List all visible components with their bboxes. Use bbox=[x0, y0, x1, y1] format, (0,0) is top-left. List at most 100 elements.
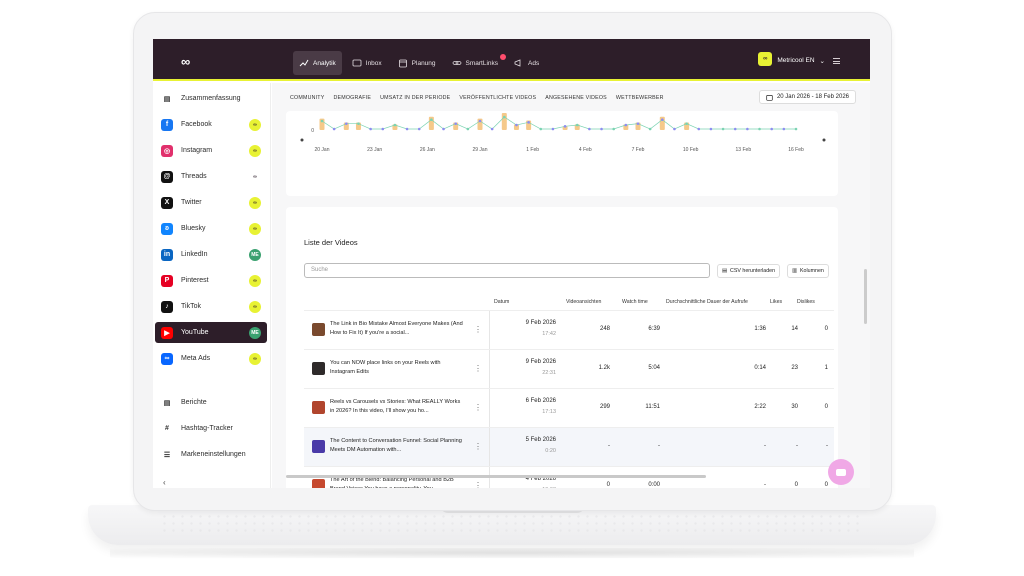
sidebar-item-label: LinkedIn bbox=[181, 251, 208, 258]
plan-badge: ME bbox=[249, 249, 261, 261]
chevron-down-icon: ⌄ bbox=[819, 57, 825, 65]
subtab-1[interactable]: DEMOGRAFIE bbox=[333, 95, 372, 101]
watch-time-cell: 6:39 bbox=[648, 326, 660, 332]
top-bar: ∞ Analytik Inbox Planung SmartLinks Ad bbox=[153, 39, 870, 81]
chart-point bbox=[393, 123, 397, 127]
collapse-sidebar-icon[interactable]: ‹ bbox=[163, 478, 166, 487]
video-title[interactable]: Reels vs Carousels vs Stories: What REAL… bbox=[330, 399, 461, 414]
avg-duration-cell: - bbox=[764, 482, 766, 488]
sidebar-item-zusammenfassung[interactable]: ▤ Zusammenfassung bbox=[155, 88, 267, 109]
subtab-0[interactable]: COMMUNITY bbox=[290, 95, 325, 101]
subtab-3[interactable]: VERÖFFENTLICHTE VIDEOS bbox=[459, 95, 537, 101]
chart-icon bbox=[299, 59, 309, 67]
header-watch-time[interactable]: Watch time bbox=[622, 299, 648, 305]
sidebar-item-hashtag-tracker[interactable]: # Hashtag-Tracker bbox=[155, 418, 267, 439]
table-row[interactable]: The Art of the Blend: Balancing Personal… bbox=[304, 466, 834, 488]
nav-label: Ads bbox=[528, 59, 540, 67]
horizontal-scrollbar[interactable] bbox=[286, 475, 706, 478]
sidebar-item-linkedin[interactable]: in LinkedIn ME bbox=[155, 244, 267, 265]
nav-planung[interactable]: Planung bbox=[392, 51, 442, 75]
hashtag-icon: # bbox=[165, 425, 169, 432]
sidebar-item-pinterest[interactable]: P Pinterest ∞ bbox=[155, 270, 267, 291]
chart-point bbox=[357, 122, 360, 125]
header-dislikes[interactable]: Dislikes bbox=[797, 299, 815, 305]
account-label: Metricool EN bbox=[777, 57, 815, 64]
metricool-logo[interactable]: ∞ bbox=[181, 54, 190, 69]
views-cell: 0 bbox=[606, 482, 610, 488]
dislikes-cell: - bbox=[826, 443, 828, 449]
sidebar-item-twitter[interactable]: X Twitter ∞ bbox=[155, 192, 267, 213]
sidebar-item-instagram[interactable]: ◎ Instagram ∞ bbox=[155, 140, 267, 161]
app-screen: ∞ Analytik Inbox Planung SmartLinks Ad bbox=[153, 39, 870, 488]
video-title[interactable]: The Art of the Blend: Balancing Personal… bbox=[330, 477, 454, 488]
video-date: 9 Feb 2026 bbox=[525, 320, 556, 326]
video-thumbnail[interactable] bbox=[312, 440, 325, 453]
file-icon: ▤ bbox=[722, 268, 728, 274]
plan-badge: ∞ bbox=[249, 353, 261, 365]
video-thumbnail[interactable] bbox=[312, 362, 325, 375]
video-title[interactable]: You can NOW place links on your Reels wi… bbox=[330, 360, 441, 375]
columns-button[interactable]: ▥ Kolumnen bbox=[787, 264, 829, 278]
table-row[interactable]: The Link in Bio Mistake Almost Everyone … bbox=[304, 310, 834, 350]
chart-point bbox=[661, 118, 664, 121]
nav-ads[interactable]: Ads bbox=[508, 51, 545, 75]
chart-bar bbox=[513, 124, 519, 130]
chart-point bbox=[575, 123, 579, 127]
video-title[interactable]: The Link in Bio Mistake Almost Everyone … bbox=[330, 321, 463, 336]
subtab-2[interactable]: UMSATZ IN DER PERIODE bbox=[380, 95, 451, 101]
video-thumbnail[interactable] bbox=[312, 401, 325, 414]
header-avg-duration[interactable]: Durchschnittliche Dauer der Aufrufe bbox=[666, 299, 748, 305]
video-time: 17:13 bbox=[542, 409, 556, 415]
video-thumbnail[interactable] bbox=[312, 323, 325, 336]
plan-badge: ∞ bbox=[253, 174, 257, 180]
subtab-5[interactable]: WETTBEWERBER bbox=[615, 95, 664, 101]
header-views[interactable]: Videoansichten bbox=[566, 299, 602, 305]
sidebar-item-bluesky[interactable]: ʚ Bluesky ∞ bbox=[155, 218, 267, 239]
more-options-icon[interactable]: ⋮ bbox=[474, 364, 482, 373]
main-nav: Analytik Inbox Planung SmartLinks Ads bbox=[293, 51, 545, 75]
chart-point bbox=[490, 127, 494, 131]
columns-icon: ▥ bbox=[792, 268, 798, 274]
nav-label: Inbox bbox=[365, 59, 382, 67]
chart-point bbox=[345, 122, 348, 125]
video-title[interactable]: The Content to Conversation Funnel: Soci… bbox=[330, 438, 462, 453]
chat-button[interactable] bbox=[828, 459, 854, 485]
likes-cell: - bbox=[796, 443, 798, 449]
sidebar-item-label: Pinterest bbox=[181, 277, 209, 284]
header-likes[interactable]: Likes bbox=[770, 299, 783, 305]
nav-analytik[interactable]: Analytik bbox=[293, 51, 342, 75]
vertical-scrollbar[interactable] bbox=[864, 269, 867, 324]
more-options-icon[interactable]: ⋮ bbox=[474, 325, 482, 334]
csv-download-button[interactable]: ▤ CSV herunterladen bbox=[717, 264, 781, 278]
sidebar-item-facebook[interactable]: f Facebook ∞ bbox=[155, 114, 267, 135]
sliders-icon: ☰ bbox=[163, 451, 171, 459]
video-thumbnail[interactable] bbox=[312, 479, 325, 488]
plan-badge: ME bbox=[249, 327, 261, 339]
header-date[interactable]: Datum bbox=[494, 299, 510, 305]
date-range-picker[interactable]: 20 Jan 2026 - 18 Feb 2026 bbox=[758, 90, 856, 104]
table-row[interactable]: Reels vs Carousels vs Stories: What REAL… bbox=[304, 388, 834, 428]
sidebar-item-youtube[interactable]: ▶ YouTube ME bbox=[155, 322, 267, 343]
table-row[interactable]: The Content to Conversation Funnel: Soci… bbox=[304, 427, 834, 467]
nav-inbox[interactable]: Inbox bbox=[346, 51, 388, 75]
table-row[interactable]: You can NOW place links on your Reels wi… bbox=[304, 349, 834, 389]
more-options-icon[interactable]: ⋮ bbox=[474, 442, 482, 451]
sidebar-item-berichte[interactable]: ▤ Berichte bbox=[155, 392, 267, 413]
chart-point bbox=[697, 127, 701, 131]
search-input[interactable]: Suche bbox=[304, 263, 710, 278]
column-divider bbox=[489, 350, 490, 389]
clipboard-icon: ▤ bbox=[163, 95, 171, 103]
sidebar-item-threads[interactable]: @ Threads ∞ bbox=[155, 166, 267, 187]
nav-smartlinks[interactable]: SmartLinks bbox=[446, 51, 507, 75]
sidebar-item-label: Twitter bbox=[181, 199, 202, 206]
account-switcher[interactable]: ∞ Metricool EN ⌄ bbox=[758, 52, 825, 66]
sidebar-item-meta-ads[interactable]: ∞ Meta Ads ∞ bbox=[155, 348, 267, 369]
threads-icon: @ bbox=[161, 170, 173, 183]
more-options-icon[interactable]: ⋮ bbox=[474, 481, 482, 488]
subtab-4[interactable]: ANGESEHENE VIDEOS bbox=[545, 95, 607, 101]
sidebar-item-markeneinstellungen[interactable]: ☰ Markeneinstellungen bbox=[155, 444, 267, 465]
more-options-icon[interactable]: ⋮ bbox=[474, 403, 482, 412]
hamburger-menu-icon[interactable] bbox=[833, 58, 840, 64]
sidebar-item-tiktok[interactable]: ♪ TikTok ∞ bbox=[155, 296, 267, 317]
youtube-icon: ▶ bbox=[161, 326, 173, 339]
